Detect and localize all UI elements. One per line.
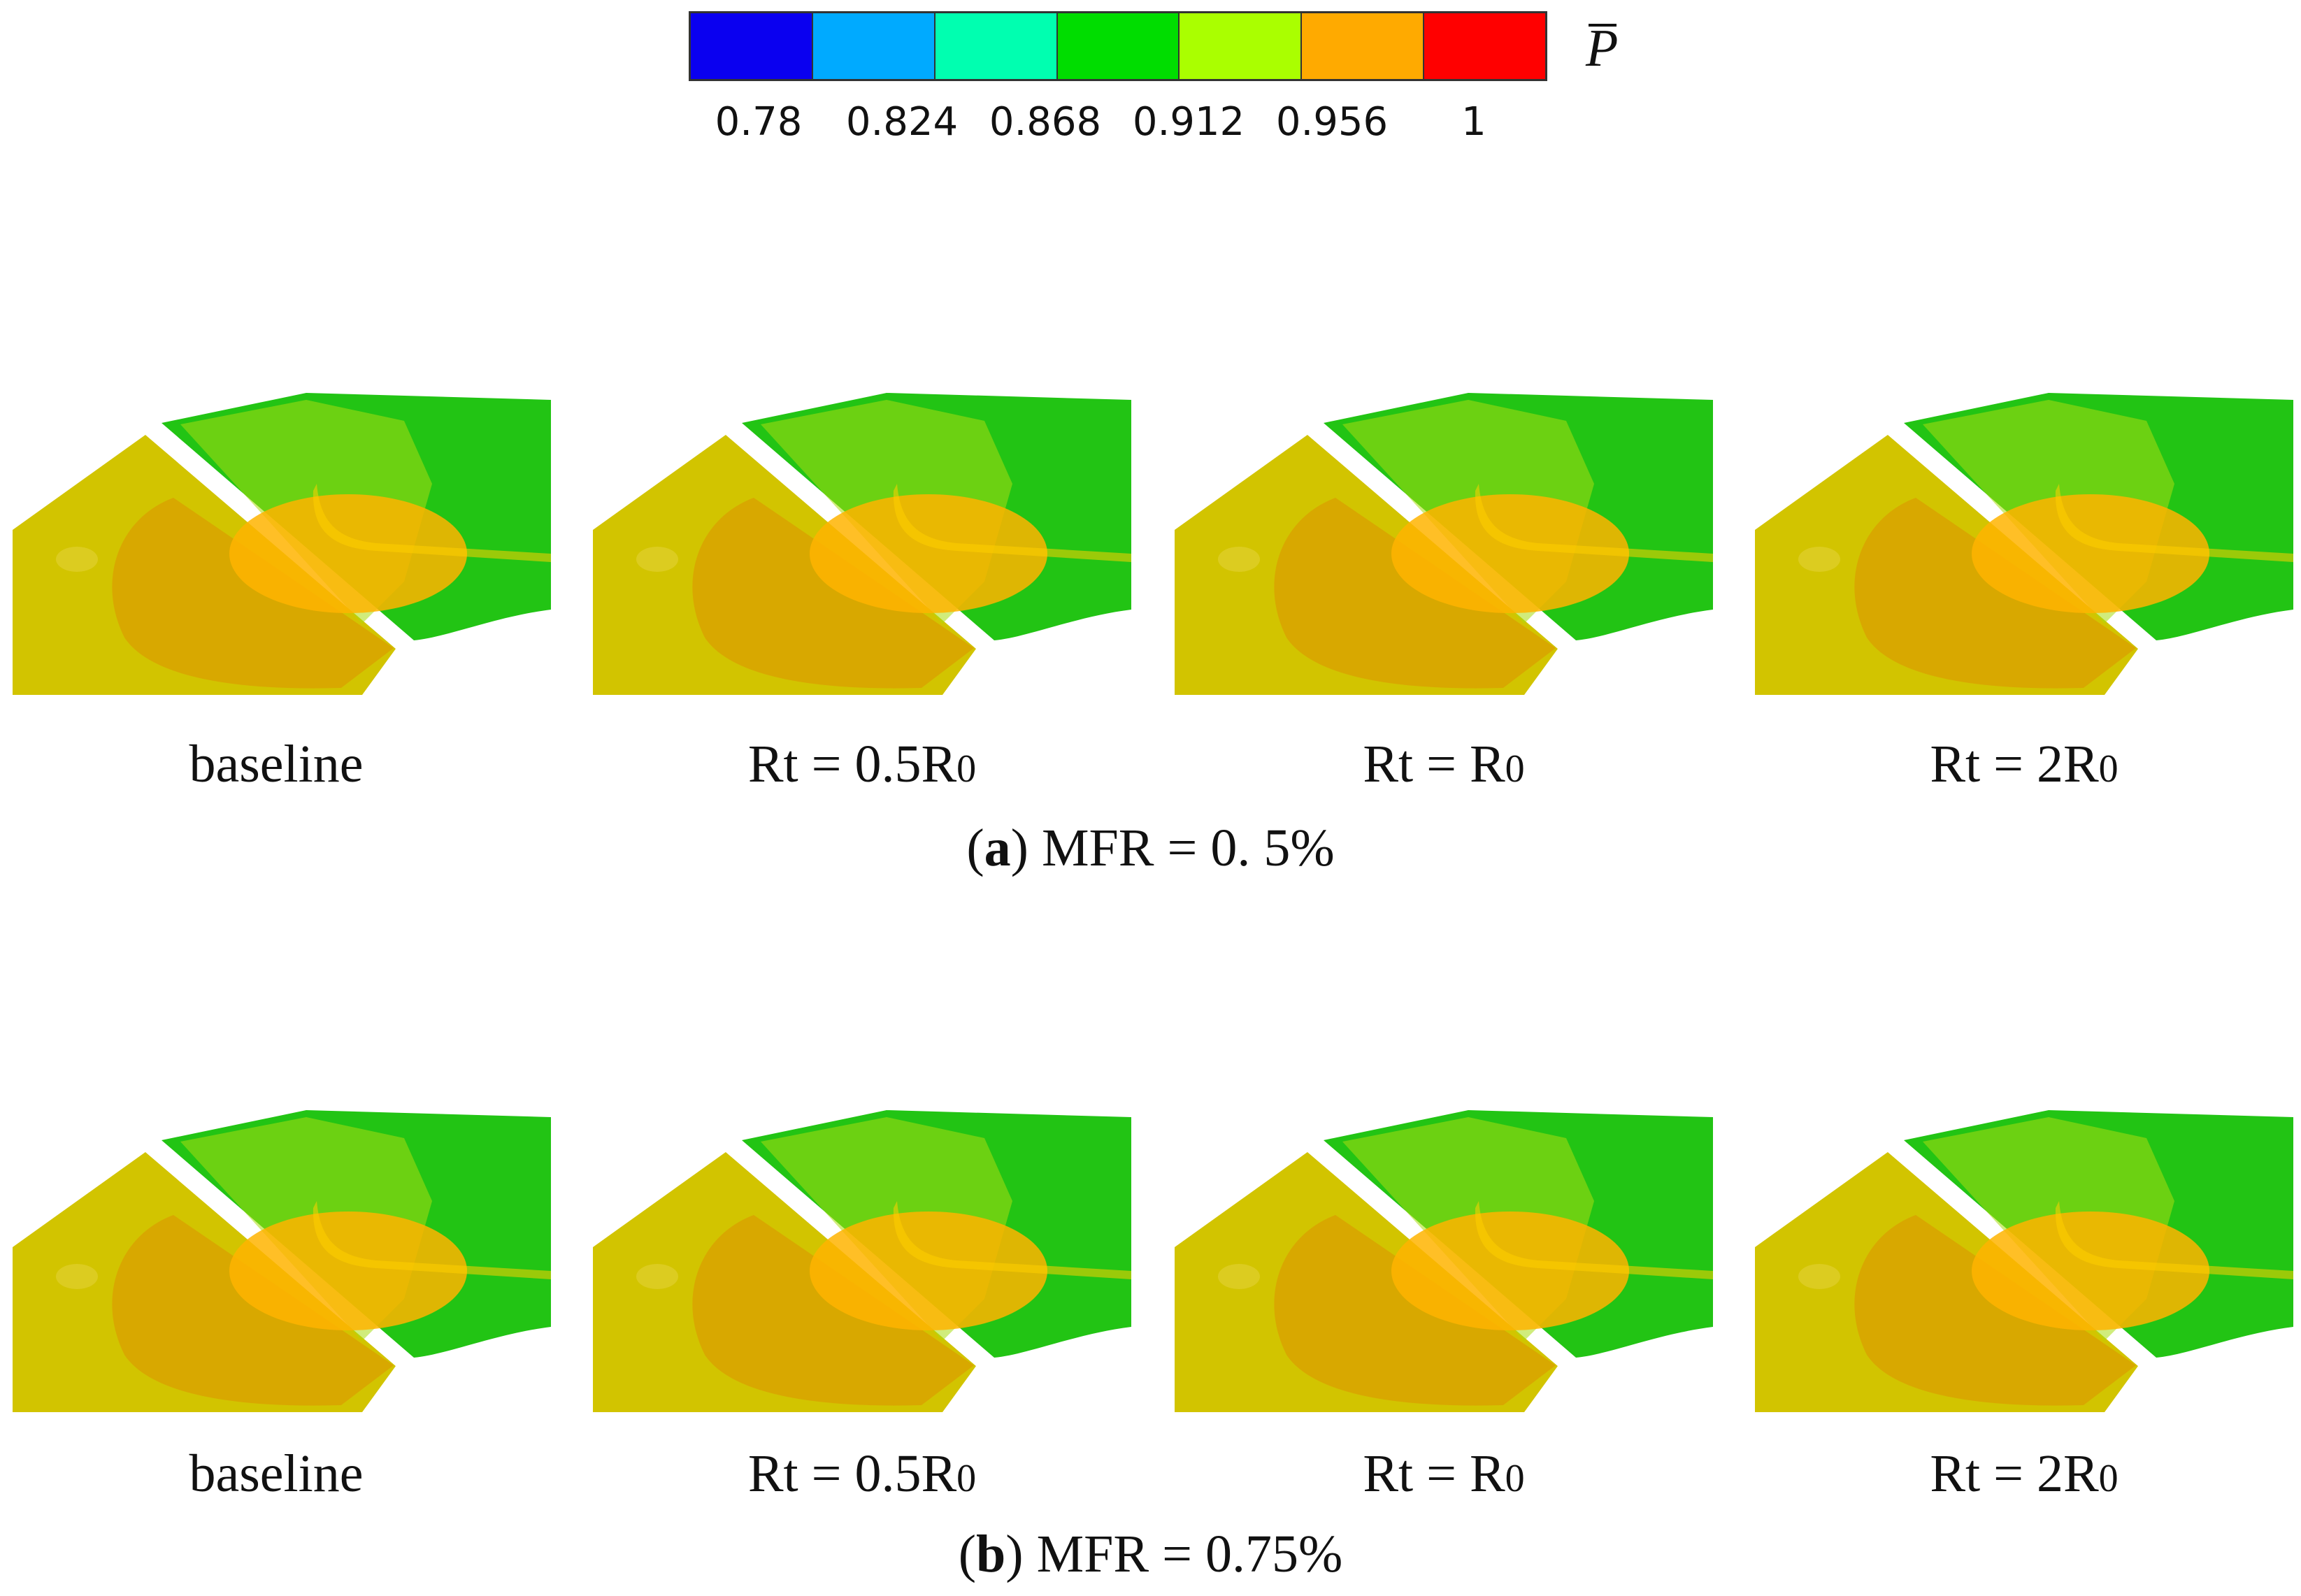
panel-label-b-rt-2r0: Rt = 2R0 — [1930, 1444, 2119, 1503]
contour-panel-b-baseline — [13, 907, 551, 1412]
colorbar-segment-5 — [1180, 13, 1303, 79]
contour-plot-image — [1755, 190, 2293, 695]
contour-panel-b-rt-r0 — [1175, 907, 1713, 1412]
row-caption-b: (b) MFR = 0.75% — [958, 1525, 1343, 1583]
contour-panel-a-baseline — [13, 190, 551, 695]
colorbar-segment-7 — [1424, 13, 1546, 79]
colorbar-tick-label: 0.912 — [1132, 99, 1245, 145]
colorbar-segment-2 — [812, 13, 936, 79]
panel-label-a-rt-0.5r0: Rt = 0.5R0 — [747, 735, 977, 793]
colorbar-segment-1 — [691, 13, 813, 79]
colorbar-tick-label: 0.824 — [845, 99, 959, 145]
panel-label-a-rt-r0: Rt = R0 — [1363, 735, 1525, 793]
contour-plot-image — [593, 190, 1131, 695]
contour-panel-b-rt-0.5r0 — [593, 907, 1131, 1412]
contour-panel-b-rt-2r0 — [1755, 907, 2293, 1412]
panel-label-a-baseline: baseline — [189, 735, 364, 793]
colorbar-tick-label: 0.956 — [1275, 99, 1389, 145]
colorbar-tick-label: 1 — [1461, 99, 1486, 145]
panel-label-b-rt-r0: Rt = R0 — [1363, 1444, 1525, 1503]
colorbar-segment-6 — [1302, 13, 1425, 79]
contour-panel-a-rt-0.5r0 — [593, 190, 1131, 695]
colorbar-tick-label: 0.78 — [715, 99, 803, 145]
contour-plot-image — [1175, 190, 1713, 695]
colorbar-segment-4 — [1057, 13, 1180, 79]
colorbar — [689, 11, 1547, 81]
contour-panel-a-rt-r0 — [1175, 190, 1713, 695]
panel-label-b-rt-0.5r0: Rt = 0.5R0 — [747, 1444, 977, 1503]
panel-label-a-rt-2r0: Rt = 2R0 — [1930, 735, 2119, 793]
contour-panel-a-rt-2r0 — [1755, 190, 2293, 695]
colorbar-segment-3 — [935, 13, 1058, 79]
contour-plot-image — [593, 907, 1131, 1412]
colorbar-tick-label: 0.868 — [989, 99, 1102, 145]
row-caption-a: (a) MFR = 0. 5% — [966, 819, 1335, 877]
contour-plot-image — [1175, 907, 1713, 1412]
panel-label-b-baseline: baseline — [189, 1444, 364, 1503]
colorbar-symbol: P — [1586, 19, 1619, 78]
contour-plot-image — [13, 907, 551, 1412]
contour-plot-image — [1755, 907, 2293, 1412]
contour-plot-image — [13, 190, 551, 695]
